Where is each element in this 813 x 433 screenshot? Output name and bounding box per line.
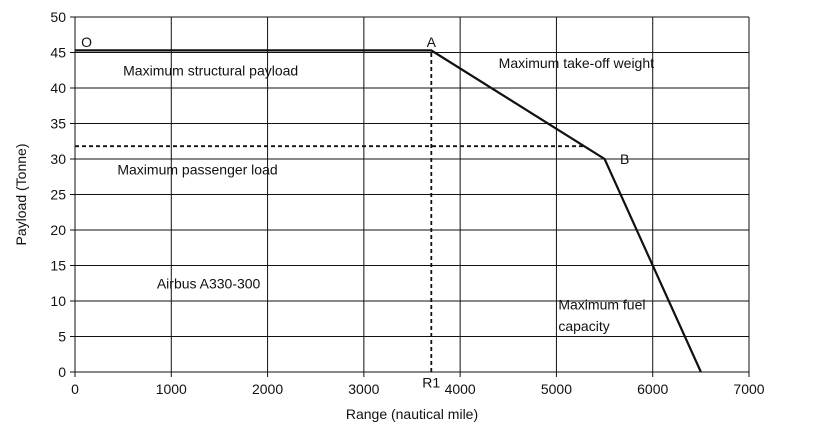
payload-range-line	[75, 49, 702, 373]
annotation: capacity	[558, 318, 609, 334]
x-tick-label: 5000	[541, 381, 572, 397]
x-tick-label: 2000	[252, 381, 283, 397]
x-tick-label: 0	[71, 381, 79, 397]
y-tick-label: 35	[50, 116, 66, 132]
annotation: Maximum passenger load	[117, 162, 277, 178]
y-tick-label: 50	[50, 9, 66, 25]
tick-labels: 0 1000 2000 3000 4000 5000 6000 7000 0 5 10 15 20 25 3…	[50, 9, 764, 397]
grid	[70, 16, 750, 377]
point-label: R1	[422, 375, 440, 391]
annotation: Maximum take-off weight	[499, 55, 654, 71]
x-tick-label: 4000	[445, 381, 476, 397]
point-label: B	[620, 151, 629, 167]
y-tick-label: 5	[58, 329, 66, 345]
y-tick-label: 40	[50, 80, 66, 96]
annotation: Airbus A330-300	[157, 275, 261, 291]
x-axis-title: Range (nautical mile)	[346, 406, 478, 422]
x-tick-label: 6000	[637, 381, 668, 397]
x-tick-label: 3000	[348, 381, 379, 397]
annotations: O A B R1 Maximum structural payload Maximum t…	[81, 34, 654, 391]
y-axis-title: Payload (Tonne)	[13, 144, 29, 246]
y-tick-label: 20	[50, 222, 66, 238]
annotation: Maximum structural payload	[123, 62, 298, 78]
point-label: O	[81, 34, 92, 50]
y-tick-label: 0	[58, 364, 66, 380]
x-tick-label: 7000	[733, 381, 764, 397]
y-tick-label: 25	[50, 187, 66, 203]
y-tick-label: 15	[50, 258, 66, 274]
annotation: Maximum fuel	[558, 297, 645, 313]
x-tick-label: 1000	[156, 381, 187, 397]
y-tick-label: 45	[50, 45, 66, 61]
y-tick-label: 10	[50, 293, 66, 309]
series-group	[75, 49, 702, 373]
y-tick-label: 30	[50, 151, 66, 167]
point-label: A	[427, 34, 437, 50]
